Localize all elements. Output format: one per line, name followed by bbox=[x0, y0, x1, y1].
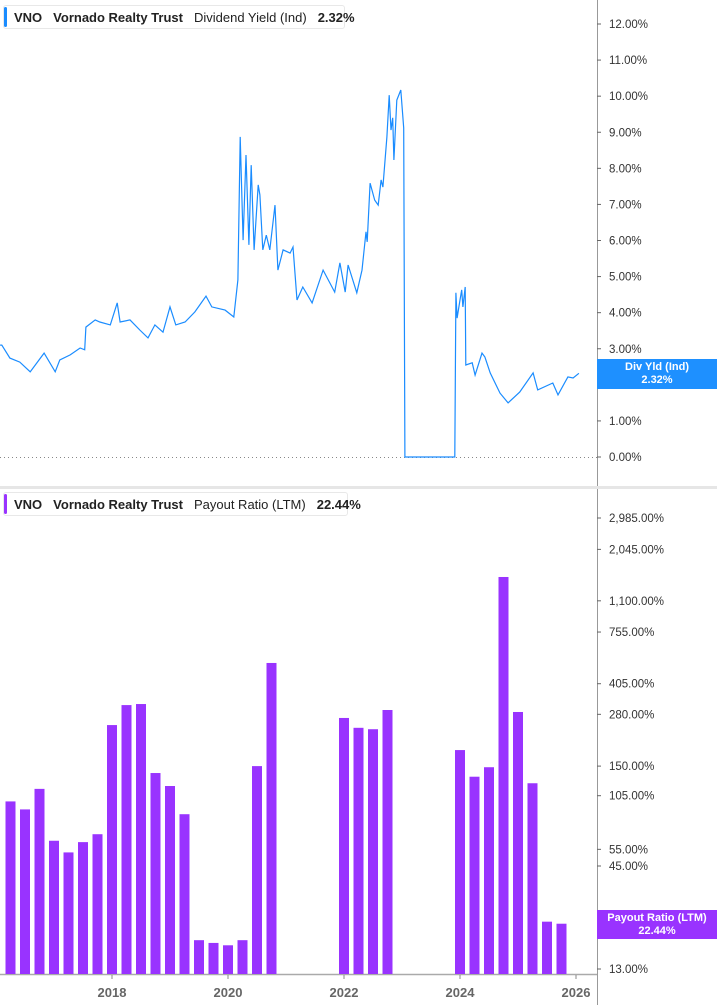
payout-value-badge: Payout Ratio (LTM) 22.44% bbox=[597, 910, 717, 939]
y-tick-label: 6.00% bbox=[609, 236, 642, 248]
legend-company: Vornado Realty Trust bbox=[53, 9, 183, 25]
payout-bar bbox=[34, 788, 45, 974]
legend-color-bar bbox=[4, 494, 7, 514]
legend-value: 2.32% bbox=[317, 9, 355, 25]
payout-bar bbox=[556, 923, 567, 974]
legend-metric: Payout Ratio (LTM) bbox=[193, 496, 306, 512]
payout-bar bbox=[455, 750, 465, 974]
payout-bar bbox=[78, 842, 88, 974]
y-tick-label: 9.00% bbox=[609, 127, 642, 139]
dividend-yield-line bbox=[0, 89, 580, 458]
payout-bar bbox=[527, 783, 538, 974]
payout-bar bbox=[513, 711, 523, 974]
payout-bar bbox=[150, 773, 161, 974]
panel-separator bbox=[0, 486, 717, 489]
y-tick-label: 45.00% bbox=[609, 861, 648, 873]
y-tick-label: 4.00% bbox=[609, 308, 642, 320]
legend-metric: Dividend Yield (Ind) bbox=[193, 9, 307, 25]
payout-bar bbox=[484, 767, 494, 974]
payout-bar bbox=[194, 940, 204, 974]
yield-value-badge: Div Yld (Ind) 2.32% bbox=[597, 359, 717, 389]
x-tick-label: 2018 bbox=[98, 985, 127, 1000]
y-tick-label: 1.00% bbox=[609, 416, 642, 428]
y-tick-label: 11.00% bbox=[609, 55, 647, 67]
badge-value: 2.32% bbox=[641, 374, 673, 386]
payout-bar bbox=[223, 945, 233, 974]
y-tick-label: 2,045.00% bbox=[609, 544, 664, 556]
payout-bar bbox=[368, 729, 378, 974]
payout-bar bbox=[49, 840, 59, 974]
y-tick-label: 280.00% bbox=[609, 709, 654, 721]
payout-bar bbox=[121, 705, 132, 974]
y-tick-label: 0.00% bbox=[609, 452, 642, 464]
y-tick-label: 12.00% bbox=[609, 19, 648, 31]
y-tick-label: 405.00% bbox=[609, 679, 654, 691]
payout-bar bbox=[107, 725, 117, 974]
x-tick-label: 2026 bbox=[562, 985, 591, 1000]
y-tick-label: 13.00% bbox=[609, 964, 648, 976]
payout-bar bbox=[92, 834, 103, 974]
legend-value: 22.44% bbox=[316, 496, 361, 512]
payout-bar bbox=[382, 709, 393, 974]
payout-bar bbox=[5, 801, 16, 974]
y-tick-label: 755.00% bbox=[609, 627, 654, 639]
y-tick-label: 150.00% bbox=[609, 761, 654, 773]
y-tick-label: 10.00% bbox=[609, 91, 648, 103]
y-tick-label: 55.00% bbox=[609, 844, 648, 856]
payout-bar bbox=[237, 940, 248, 974]
payout-bar bbox=[136, 704, 146, 974]
legend-ticker: VNO bbox=[14, 496, 43, 512]
x-tick-label: 2020 bbox=[214, 985, 243, 1000]
legend-ticker: VNO bbox=[14, 9, 43, 25]
payout-bar bbox=[165, 786, 175, 974]
y-tick-label: 5.00% bbox=[609, 272, 642, 284]
y-tick-label: 105.00% bbox=[609, 791, 654, 803]
payout-bar bbox=[542, 921, 552, 974]
badge-label: Payout Ratio (LTM) bbox=[607, 912, 707, 924]
payout-bar bbox=[469, 776, 480, 974]
y-tick-label: 2,985.00% bbox=[609, 513, 664, 525]
payout-bar bbox=[63, 852, 74, 974]
payout-bar bbox=[179, 814, 190, 974]
badge-label: Div Yld (Ind) bbox=[625, 361, 689, 373]
y-tick-label: 3.00% bbox=[609, 344, 642, 356]
x-tick-label: 2022 bbox=[330, 985, 359, 1000]
legend-color-bar bbox=[4, 7, 7, 27]
top-legend: VNO Vornado Realty Trust Dividend Yield … bbox=[3, 5, 355, 29]
legend-company: Vornado Realty Trust bbox=[53, 496, 183, 512]
y-tick-label: 1,100.00% bbox=[609, 596, 664, 608]
payout-bar bbox=[498, 576, 509, 974]
payout-bar bbox=[339, 717, 349, 974]
y-tick-label: 8.00% bbox=[609, 163, 642, 175]
badge-value: 22.44% bbox=[638, 925, 676, 937]
payout-bar bbox=[266, 662, 277, 974]
payout-bar bbox=[252, 766, 262, 974]
bottom-legend: VNO Vornado Realty Trust Payout Ratio (L… bbox=[3, 492, 361, 516]
x-tick-label: 2024 bbox=[446, 985, 476, 1000]
y-tick-label: 7.00% bbox=[609, 199, 642, 211]
payout-bar bbox=[20, 809, 30, 974]
payout-bar bbox=[208, 942, 219, 974]
payout-bar bbox=[353, 727, 364, 974]
